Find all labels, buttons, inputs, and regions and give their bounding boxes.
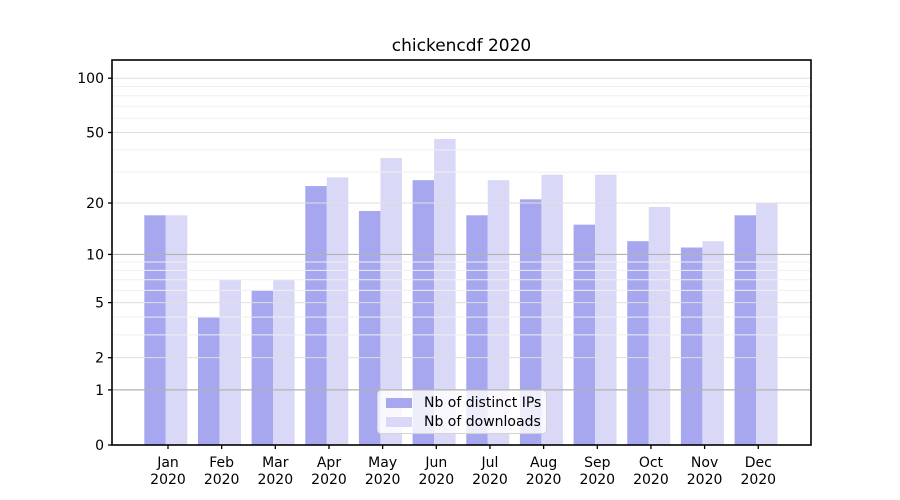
bar-ips-dec	[734, 215, 757, 445]
bar-downloads-apr	[326, 177, 349, 445]
bar-downloads-dec	[756, 203, 778, 445]
bar-downloads-jan	[165, 215, 188, 445]
x-tick-label: Apr 2020	[311, 455, 347, 488]
bar-downloads-nov	[702, 241, 724, 445]
bar-ips-mar	[251, 290, 274, 445]
bar-downloads-feb	[219, 279, 241, 445]
legend-swatch-distinct-ips	[386, 397, 412, 408]
x-tick-label: Aug 2020	[526, 455, 562, 488]
bar-ips-oct	[627, 241, 649, 445]
y-tick-label: 50	[86, 126, 104, 142]
bar-ips-feb	[197, 317, 220, 445]
x-tick-label: Jun 2020	[418, 455, 454, 488]
x-tick-label: Nov 2020	[687, 455, 723, 488]
y-tick-label: 100	[77, 71, 104, 87]
x-tick-label: Mar 2020	[257, 455, 293, 488]
legend-label-distinct-ips: Nb of distinct IPs	[424, 394, 542, 411]
legend: Nb of distinct IPs Nb of downloads	[377, 390, 547, 434]
bar-ips-apr	[305, 186, 327, 445]
bar-downloads-jul	[487, 180, 510, 445]
y-tick-label: 20	[86, 196, 104, 212]
x-tick-label: Feb 2020	[204, 455, 240, 488]
y-tick-label: 0	[95, 438, 104, 454]
x-tick-label: Oct 2020	[633, 455, 669, 488]
y-tick-label: 10	[86, 247, 104, 263]
bar-ips-aug	[519, 199, 542, 445]
x-tick-label: May 2020	[365, 455, 401, 488]
bar-ips-nov	[680, 247, 703, 445]
bar-downloads-jun	[434, 139, 456, 445]
y-tick-label: 1	[95, 383, 104, 399]
chart-title: chickencdf 2020	[391, 36, 532, 56]
bar-ips-may	[358, 210, 381, 445]
y-tick-label: 2	[95, 351, 104, 367]
x-tick-label: Jan 2020	[150, 455, 186, 488]
bar-downloads-mar	[273, 279, 295, 445]
bar-ips-jun	[412, 180, 435, 445]
y-tick-label: 5	[95, 296, 104, 312]
bar-downloads-sep	[595, 174, 617, 445]
x-tick-label: Jul 2020	[472, 455, 508, 488]
axes-spines	[111, 59, 812, 446]
legend-entry-distinct-ips: Nb of distinct IPs	[378, 394, 546, 411]
legend-label-downloads: Nb of downloads	[424, 413, 541, 430]
bar-downloads-aug	[541, 174, 563, 445]
legend-swatch-downloads	[386, 416, 412, 427]
bar-ips-jan	[144, 215, 166, 445]
x-tick-label: Dec 2020	[740, 455, 776, 488]
bar-ips-jul	[466, 215, 488, 445]
bar-downloads-oct	[648, 206, 671, 445]
bar-downloads-may	[380, 158, 402, 445]
legend-entry-downloads: Nb of downloads	[378, 413, 546, 430]
x-tick-label: Sep 2020	[579, 455, 615, 488]
